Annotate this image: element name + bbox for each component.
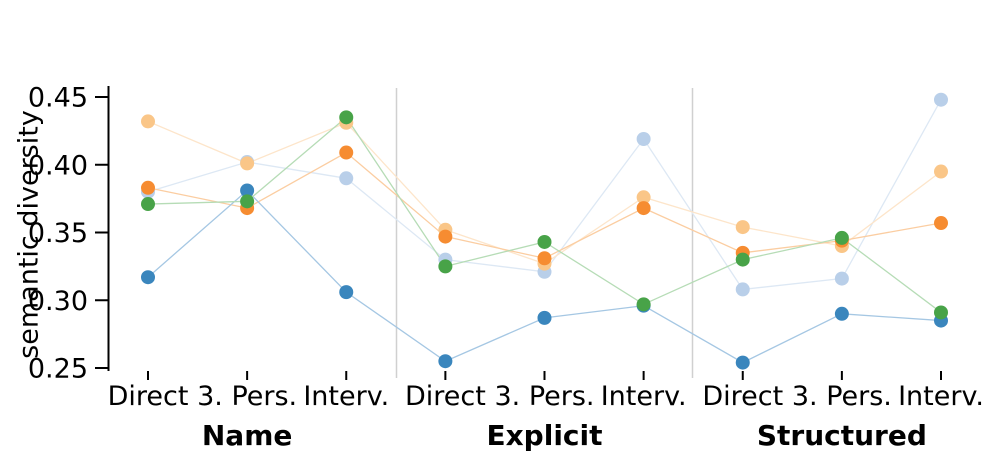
data-point-pale-orange [735, 220, 750, 235]
x-tick-label: Interv. [898, 381, 984, 412]
data-point-solid-blue [240, 183, 255, 198]
x-tick-label: 3. Pers. [494, 381, 594, 412]
x-tick-label: 3. Pers. [197, 381, 297, 412]
data-point-pale-blue [834, 271, 849, 286]
data-point-solid-orange [438, 229, 453, 244]
y-tick-label: 0.35 [28, 218, 88, 249]
data-point-pale-blue [735, 282, 750, 297]
data-point-solid-blue [339, 285, 354, 300]
x-tick-label: Interv. [601, 381, 687, 412]
data-point-solid-blue [438, 354, 453, 369]
x-tick-label: Direct [702, 381, 783, 412]
data-point-green [141, 197, 155, 212]
data-point-green [438, 259, 453, 274]
group-label: Structured [757, 419, 927, 452]
data-point-green [537, 234, 552, 249]
data-point-solid-blue [735, 355, 750, 370]
data-point-pale-blue [339, 171, 354, 186]
x-tick-label: Direct [405, 381, 486, 412]
series-line-green [147, 116, 942, 313]
data-point-pale-orange [240, 156, 255, 171]
data-point-pale-orange [141, 114, 155, 129]
group-label: Explicit [486, 419, 602, 452]
data-point-pale-orange [636, 190, 651, 205]
data-point-pale-blue [934, 92, 948, 107]
data-point-green [636, 297, 651, 312]
x-tick-label: Direct [108, 381, 189, 412]
data-point-solid-orange [636, 201, 651, 216]
y-tick-label: 0.45 [28, 83, 88, 114]
data-point-green [934, 305, 948, 320]
data-point-solid-blue [141, 270, 155, 285]
data-point-pale-blue [636, 132, 651, 147]
data-point-green [834, 230, 849, 245]
data-point-solid-orange [537, 251, 552, 266]
x-tick-label: 3. Pers. [792, 381, 892, 412]
data-point-green [240, 194, 255, 209]
group-label: Name [202, 419, 293, 452]
x-tick-label: Interv. [303, 381, 389, 412]
data-point-solid-orange [934, 216, 948, 231]
y-tick-label: 0.25 [28, 354, 88, 385]
data-point-green [735, 252, 750, 267]
data-point-green [339, 110, 354, 125]
data-point-solid-blue [537, 310, 552, 325]
data-point-solid-blue [834, 306, 849, 321]
y-tick-label: 0.40 [28, 150, 88, 181]
data-point-solid-orange [141, 180, 155, 195]
data-point-solid-orange [339, 145, 354, 160]
y-tick-label: 0.30 [28, 286, 88, 317]
data-point-pale-orange [934, 164, 948, 179]
